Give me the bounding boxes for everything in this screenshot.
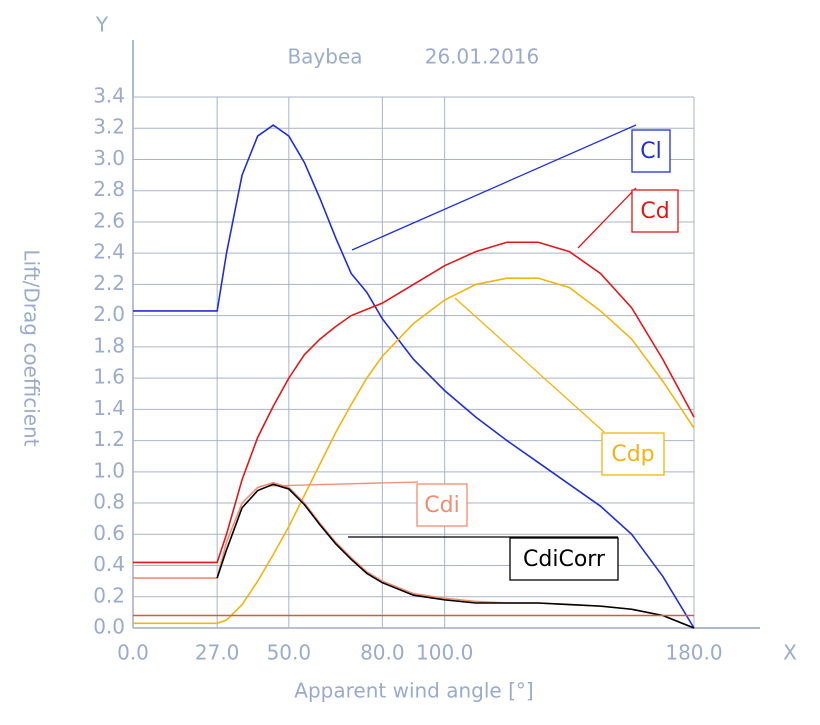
series-label: Cd [640, 199, 669, 224]
series-label: Cdi [424, 493, 459, 518]
leader-line [267, 481, 419, 487]
y-tick-label: 0.0 [93, 615, 125, 639]
leader-line [577, 187, 637, 249]
x-axis-name: X [783, 641, 797, 665]
leader-line [454, 297, 605, 433]
x-tick-label: 180.0 [665, 641, 722, 665]
x-tick-label: 80.0 [360, 641, 405, 665]
series-line [133, 241, 695, 564]
y-axis-name: Y [95, 13, 109, 37]
y-tick-label: 2.4 [93, 240, 125, 264]
y-tick-label: 2.2 [93, 271, 125, 295]
chart-date: 26.01.2016 [425, 45, 540, 69]
x-tick-label: 100.0 [416, 641, 473, 665]
y-tick-label: 2.0 [93, 302, 125, 326]
series-label: CdiCorr [523, 547, 606, 572]
series-label: Cdp [611, 442, 654, 467]
label-box [601, 432, 665, 476]
y-tick-label: 0.4 [93, 552, 125, 576]
y-tick-label: 1.8 [93, 333, 125, 357]
y-tick-label: 3.0 [93, 146, 125, 170]
x-axis-label: Apparent wind angle [°] [294, 679, 533, 703]
y-tick-label: 0.8 [93, 490, 125, 514]
y-tick-label: 1.0 [93, 458, 125, 482]
x-tick-label: 27.0 [195, 641, 240, 665]
y-tick-label: 2.8 [93, 177, 125, 201]
series-line [133, 124, 695, 629]
label-box [631, 129, 671, 173]
y-tick-label: 3.2 [93, 115, 125, 139]
y-tick-label: 1.2 [93, 427, 125, 451]
chart-title: Baybea [287, 45, 362, 69]
series-line [133, 277, 695, 625]
y-axis-label: Lift/Drag coefficient [20, 249, 44, 446]
y-tick-label: 0.6 [93, 521, 125, 545]
label-box [631, 189, 679, 233]
label-box [416, 483, 468, 527]
leader-line [351, 124, 637, 251]
y-tick-label: 3.4 [93, 84, 125, 108]
label-box [509, 537, 619, 581]
series-line [216, 483, 695, 629]
x-tick-label: 50.0 [267, 641, 312, 665]
y-tick-label: 0.2 [93, 583, 125, 607]
y-tick-label: 1.4 [93, 396, 125, 420]
y-tick-label: 2.6 [93, 208, 125, 232]
x-tick-label: 0.0 [117, 641, 149, 665]
y-tick-label: 1.6 [93, 365, 125, 389]
series-label: Cl [640, 139, 661, 164]
